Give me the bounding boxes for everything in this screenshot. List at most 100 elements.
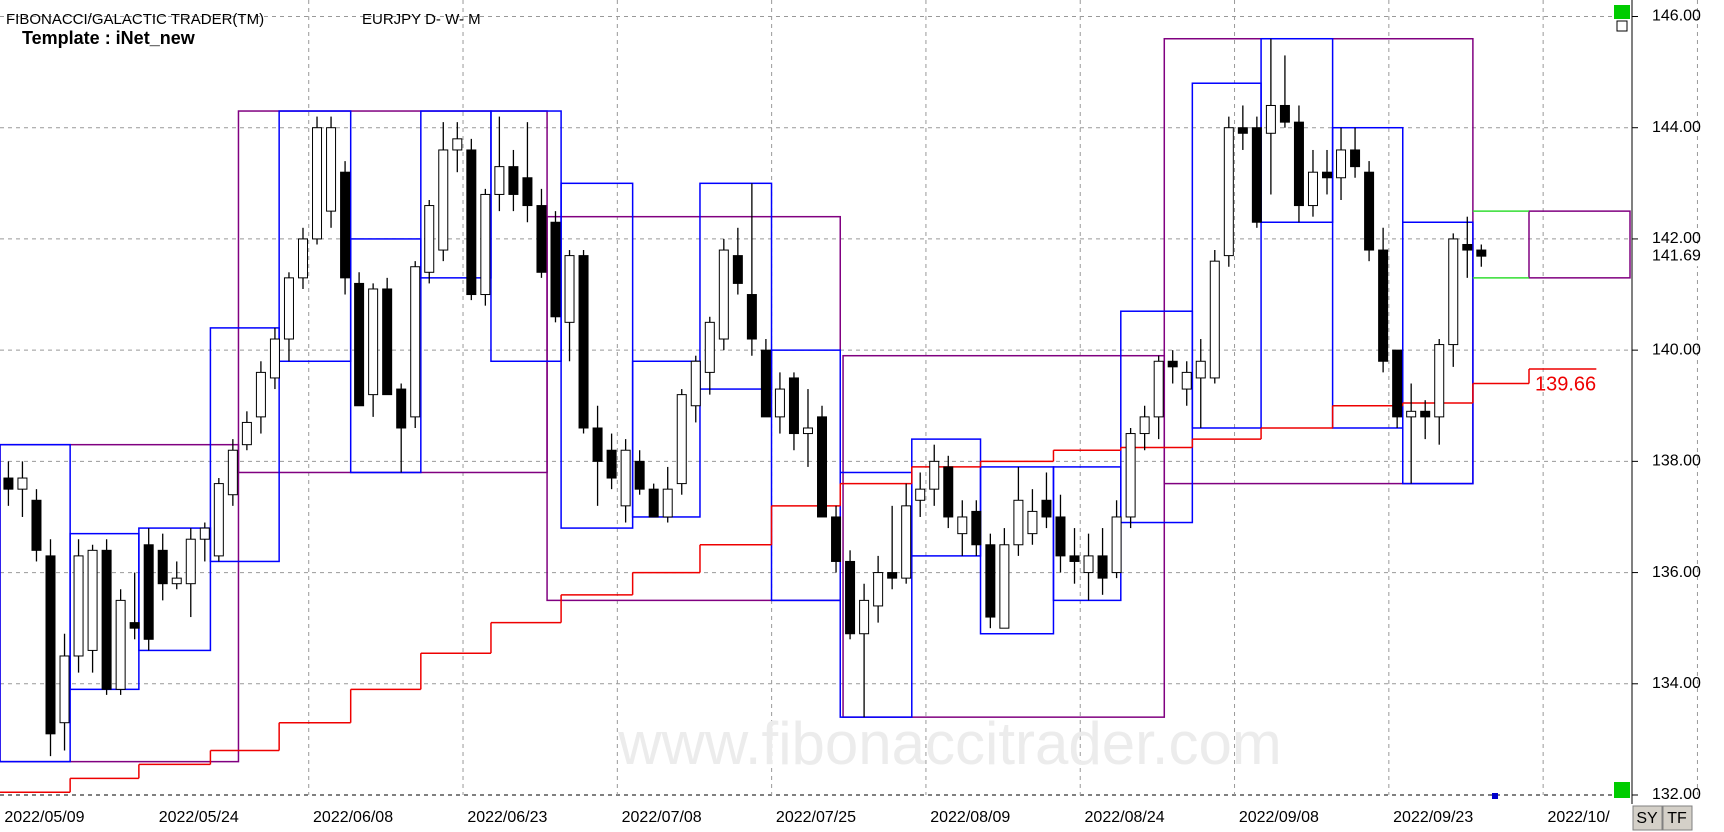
candle-body xyxy=(1125,433,1136,518)
candle-body xyxy=(690,360,701,407)
candle-body xyxy=(87,549,98,651)
candle-body xyxy=(522,177,533,207)
candle-body xyxy=(1013,499,1024,546)
candle-body xyxy=(1293,121,1304,207)
candle-body xyxy=(1322,171,1333,179)
candle-body xyxy=(536,205,547,273)
candle-body xyxy=(873,572,884,607)
x-tick-label: 2022/09/08 xyxy=(1239,809,1319,826)
weekly-box xyxy=(209,327,280,563)
tf-button[interactable] xyxy=(1662,805,1693,831)
x-tick-label: 2022/07/25 xyxy=(776,809,856,826)
candle-body xyxy=(1139,416,1150,435)
x-tick-label: 2022/08/09 xyxy=(930,809,1010,826)
candle-body xyxy=(1167,360,1178,368)
candle-body xyxy=(1055,516,1066,557)
candle-body xyxy=(1364,171,1375,251)
candle-body xyxy=(662,488,673,518)
candle-body xyxy=(774,388,785,418)
candle-body xyxy=(45,555,56,735)
y-tick-label: 140.00 xyxy=(1652,341,1701,358)
monthly-box xyxy=(0,443,240,763)
candle-body xyxy=(606,449,617,479)
candle-body xyxy=(157,549,168,585)
y-tick-label: 138.00 xyxy=(1652,453,1701,470)
candle-body xyxy=(269,338,280,379)
candle-body xyxy=(887,572,898,579)
weekly-box xyxy=(278,110,352,363)
candle-body xyxy=(494,166,505,195)
candle-body xyxy=(354,282,365,407)
candle-body xyxy=(1265,104,1276,134)
candle-body xyxy=(255,371,266,418)
candle-body xyxy=(17,477,28,490)
candle-body xyxy=(143,544,154,640)
candle-body xyxy=(185,538,196,585)
candle-body xyxy=(508,166,519,195)
candle-body xyxy=(1209,260,1220,379)
candle-body xyxy=(1406,410,1417,418)
candle-body xyxy=(340,171,351,279)
candle-body xyxy=(746,294,757,340)
candle-body xyxy=(1181,371,1192,390)
candle-body xyxy=(620,449,631,507)
candle-body xyxy=(59,655,70,724)
candle-body xyxy=(1307,171,1318,207)
candle-body xyxy=(817,416,828,518)
candle-body xyxy=(382,288,393,396)
candle-body xyxy=(760,349,771,418)
x-tick-label: 2022/06/23 xyxy=(467,809,547,826)
monthly-box xyxy=(1528,210,1631,279)
candle-body xyxy=(676,394,687,485)
candle-body xyxy=(634,460,645,490)
candle-body xyxy=(957,516,968,535)
candle-body xyxy=(788,377,799,435)
candle-body xyxy=(802,427,813,435)
candle-body xyxy=(550,221,561,318)
candle-body xyxy=(718,249,729,340)
weekly-box xyxy=(1191,82,1262,429)
status-indicator xyxy=(1614,782,1630,798)
candle-body xyxy=(732,255,743,284)
last-price-box xyxy=(1640,246,1718,267)
candle-body xyxy=(396,388,407,429)
candle-body xyxy=(578,255,589,429)
config-icon xyxy=(1616,20,1628,32)
candle-body xyxy=(859,599,870,635)
candle-body xyxy=(1462,243,1473,251)
candle-body xyxy=(1279,104,1290,123)
candle-body xyxy=(1153,360,1164,418)
candle-body xyxy=(3,477,14,490)
candle-body xyxy=(1069,555,1080,562)
sy-button[interactable] xyxy=(1632,805,1663,831)
candle-body xyxy=(1237,127,1248,134)
candle-body xyxy=(901,505,912,579)
weekly-box xyxy=(349,238,422,474)
candle-body xyxy=(564,255,575,323)
candle-body xyxy=(31,499,42,551)
candle-body xyxy=(1251,127,1262,223)
candle-body xyxy=(1378,249,1389,362)
candle-body xyxy=(438,149,449,251)
tf-label[interactable]: TF xyxy=(1667,810,1687,827)
x-tick-label: 2022/09/23 xyxy=(1393,809,1473,826)
x-tick-label: 2022/06/08 xyxy=(313,809,393,826)
candle-body xyxy=(480,193,491,296)
sy-label[interactable]: SY xyxy=(1636,810,1658,827)
x-tick-label: 2022/07/08 xyxy=(622,809,702,826)
weekly-box xyxy=(1402,221,1474,485)
y-tick-label: 144.00 xyxy=(1652,119,1701,136)
candle-body xyxy=(466,149,477,296)
candle-body xyxy=(831,516,842,562)
y-tick-label: 146.00 xyxy=(1652,8,1701,25)
weekly-box xyxy=(699,182,773,390)
candle-body xyxy=(368,288,379,396)
cursor-marker xyxy=(1492,793,1498,799)
candle-body xyxy=(929,460,940,490)
candle-body xyxy=(1097,555,1108,579)
y-tick-label: 132.00 xyxy=(1652,786,1701,803)
candle-body xyxy=(115,599,126,690)
candle-body xyxy=(171,577,182,585)
y-tick-label: 134.00 xyxy=(1652,675,1701,692)
candle-body xyxy=(971,510,982,546)
